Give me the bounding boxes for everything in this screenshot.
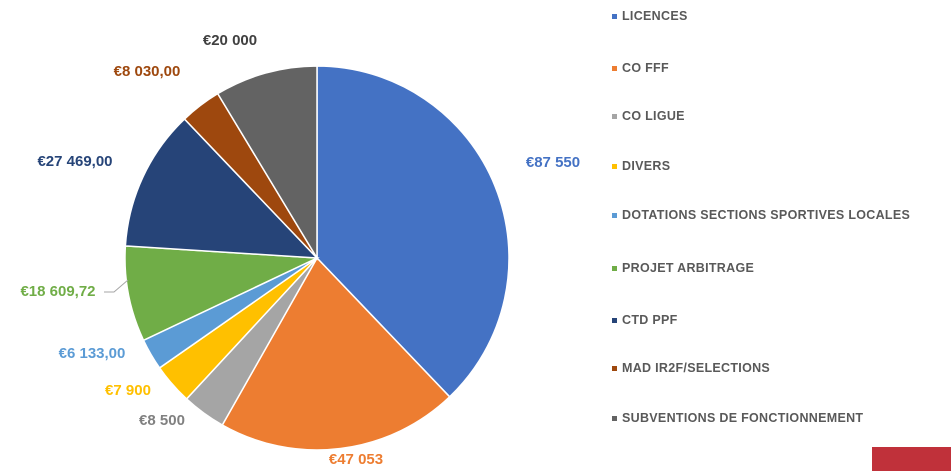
legend-item: CO FFF bbox=[612, 60, 922, 77]
legend-item: PROJET ARBITRAGE bbox=[612, 260, 922, 277]
data-label: €47 053 bbox=[329, 451, 383, 468]
legend-swatch bbox=[612, 114, 617, 119]
pie-slice bbox=[316, 65, 510, 398]
data-label: €20 000 bbox=[203, 32, 257, 49]
legend-swatch bbox=[612, 266, 617, 271]
legend-item: LICENCES bbox=[612, 8, 922, 25]
legend-label: CTD PPF bbox=[622, 313, 678, 327]
pie-slice bbox=[216, 65, 318, 261]
legend-swatch bbox=[612, 318, 617, 323]
data-label: €6 133,00 bbox=[59, 345, 126, 362]
legend-label: CO FFF bbox=[622, 61, 669, 75]
legend-item: CO LIGUE bbox=[612, 108, 922, 125]
legend-swatch bbox=[612, 164, 617, 169]
legend-label: PROJET ARBITRAGE bbox=[622, 261, 755, 275]
pie-slice bbox=[124, 245, 320, 342]
data-label: €27 469,00 bbox=[37, 153, 112, 170]
legend-swatch bbox=[612, 213, 617, 218]
legend-label: MAD IR2F/SELECTIONS bbox=[622, 361, 771, 375]
leader-line bbox=[104, 279, 129, 293]
legend-swatch bbox=[612, 66, 617, 71]
legend-label: DOTATIONS SECTIONS SPORTIVES LOCALES bbox=[622, 208, 911, 222]
legend-label: SUBVENTIONS DE FONCTIONNEMENT bbox=[622, 411, 864, 425]
legend-label: CO LIGUE bbox=[622, 109, 685, 123]
legend-swatch bbox=[612, 14, 617, 19]
legend-label: DIVERS bbox=[622, 159, 671, 173]
legend-swatch bbox=[612, 366, 617, 371]
legend-item: CTD PPF bbox=[612, 312, 922, 329]
legend-item: DIVERS bbox=[612, 158, 922, 175]
data-label: €8 030,00 bbox=[114, 63, 181, 80]
legend-label: LICENCES bbox=[622, 9, 688, 23]
data-label: €8 500 bbox=[139, 412, 185, 429]
data-label: €7 900 bbox=[105, 382, 151, 399]
legend-item: DOTATIONS SECTIONS SPORTIVES LOCALES bbox=[612, 207, 922, 224]
pie-slice bbox=[221, 256, 451, 451]
legend-item: SUBVENTIONS DE FONCTIONNEMENT bbox=[612, 410, 922, 427]
data-label: €18 609,72 bbox=[20, 283, 95, 300]
data-label: €87 550 bbox=[526, 154, 580, 171]
legend-item: MAD IR2F/SELECTIONS bbox=[612, 360, 922, 377]
pie-slice bbox=[124, 117, 319, 259]
legend-swatch bbox=[612, 416, 617, 421]
corner-decoration bbox=[872, 447, 951, 471]
